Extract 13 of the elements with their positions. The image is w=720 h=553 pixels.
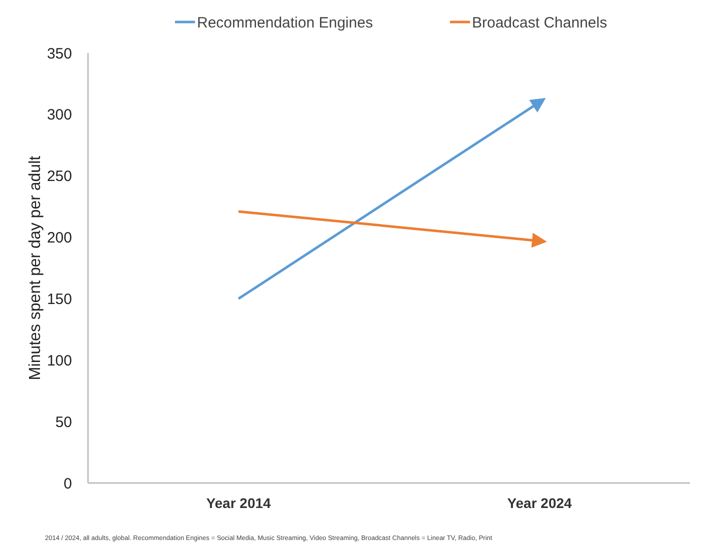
x-tick-label: Year 2024 <box>507 495 572 511</box>
y-tick-label: 250 <box>46 168 72 186</box>
y-tick-label: 300 <box>46 106 72 124</box>
y-tick-label: 0 <box>64 475 72 492</box>
y-tick-label: 200 <box>46 230 72 247</box>
y-tick-label: 50 <box>55 414 72 431</box>
y-axis-title: Minutes spent per day per adult <box>27 155 44 380</box>
y-tick-label: 350 <box>46 45 72 62</box>
legend-label: Recommendation Engines <box>197 14 373 32</box>
y-tick-label: 150 <box>46 290 72 308</box>
legend-label: Broadcast Channels <box>472 14 608 32</box>
y-tick-label: 100 <box>46 352 72 370</box>
x-tick-label: Year 2014 <box>206 495 272 511</box>
